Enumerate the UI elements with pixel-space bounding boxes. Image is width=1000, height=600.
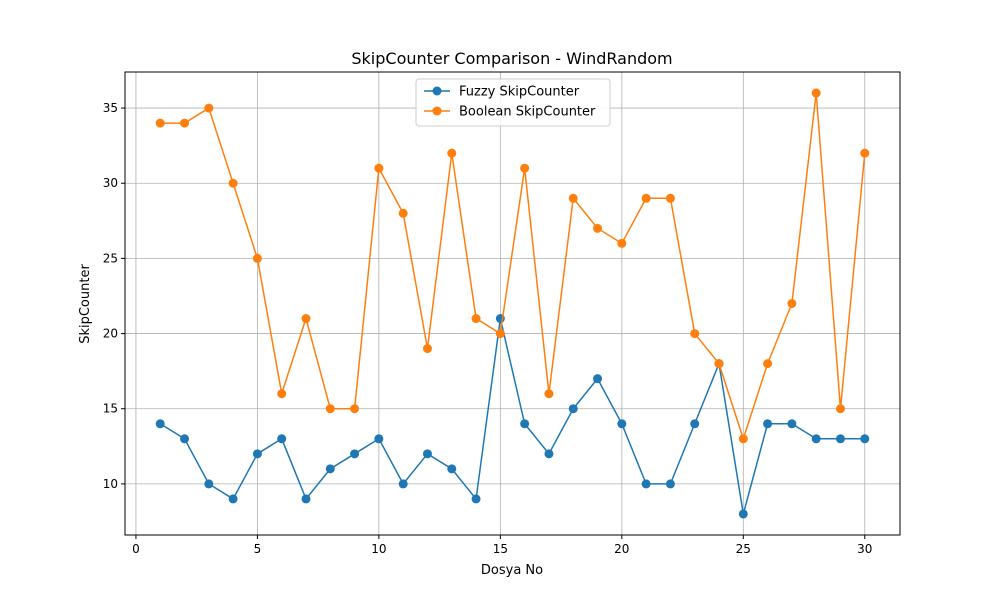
data-point [690, 419, 700, 429]
data-point [665, 479, 675, 489]
data-point [447, 464, 457, 474]
y-tick-label: 35 [103, 101, 118, 115]
x-axis-ticks: 0 5 10 15 20 25 30 [132, 535, 872, 556]
data-point [617, 419, 627, 429]
data-point [835, 404, 845, 414]
data-point [228, 178, 238, 188]
data-point [301, 314, 311, 324]
data-point [787, 419, 797, 429]
data-point [495, 329, 505, 339]
data-point [860, 434, 870, 444]
series-layer [155, 88, 870, 519]
data-point [714, 359, 724, 369]
y-tick-label: 15 [103, 402, 118, 416]
data-point [544, 389, 554, 399]
data-point [860, 148, 870, 158]
data-point [180, 434, 190, 444]
x-tick-label: 15 [493, 542, 508, 556]
legend-item: Boolean SkipCounter [424, 105, 596, 120]
data-point [641, 479, 651, 489]
data-point [593, 374, 603, 384]
data-point [763, 359, 773, 369]
y-tick-label: 30 [103, 176, 118, 190]
data-point [204, 103, 214, 113]
data-point [422, 449, 432, 459]
data-point [155, 118, 165, 128]
x-tick-label: 20 [614, 542, 629, 556]
legend-label: Boolean SkipCounter [459, 105, 596, 120]
legend-swatch-marker [432, 106, 442, 116]
series-1 [155, 314, 870, 519]
data-point [277, 434, 287, 444]
data-point [204, 479, 214, 489]
x-tick-label: 30 [857, 542, 872, 556]
data-point [568, 404, 578, 414]
data-point [520, 163, 530, 173]
legend-item: Fuzzy SkipCounter [424, 85, 580, 100]
data-point [520, 419, 530, 429]
x-tick-label: 5 [254, 542, 262, 556]
legend-box [415, 78, 611, 127]
data-point [835, 434, 845, 444]
data-point [471, 314, 481, 324]
x-axis-label: Dosya No [481, 563, 543, 578]
data-point [180, 118, 190, 128]
y-axis-ticks: 10 15 20 25 30 35 [103, 101, 125, 491]
data-point [301, 494, 311, 504]
data-point [398, 479, 408, 489]
y-tick-label: 10 [103, 477, 118, 491]
data-point [593, 223, 603, 233]
data-point [155, 419, 165, 429]
grid [125, 72, 900, 535]
y-tick-label: 20 [103, 327, 118, 341]
data-point [471, 494, 481, 504]
data-point [568, 193, 578, 203]
legend-label: Fuzzy SkipCounter [459, 85, 580, 100]
y-axis-label: SkipCounter [78, 264, 93, 344]
data-point [374, 434, 384, 444]
x-tick-label: 25 [736, 542, 751, 556]
data-point [374, 163, 384, 173]
data-point [811, 434, 821, 444]
data-point [544, 449, 554, 459]
legend-swatch-marker [432, 86, 442, 96]
data-point [617, 238, 627, 248]
data-point [252, 449, 262, 459]
data-point [325, 464, 335, 474]
data-point [350, 449, 360, 459]
data-point [252, 253, 262, 263]
data-point [811, 88, 821, 98]
x-tick-label: 10 [371, 542, 386, 556]
chart-title: SkipCounter Comparison - WindRandom [351, 49, 672, 68]
data-point [738, 434, 748, 444]
data-point [277, 389, 287, 399]
series-2 [155, 88, 870, 444]
data-point [398, 208, 408, 218]
data-point [447, 148, 457, 158]
plot-frame [124, 71, 901, 536]
data-point [641, 193, 651, 203]
series-line [159, 318, 865, 515]
data-point [738, 509, 748, 519]
data-point [690, 329, 700, 339]
data-point [350, 404, 360, 414]
data-point [665, 193, 675, 203]
data-point [787, 299, 797, 308]
legend: Fuzzy SkipCounter Boolean SkipCounter [415, 78, 611, 127]
data-point [325, 404, 335, 414]
x-tick-label: 0 [132, 542, 140, 556]
data-point [422, 344, 432, 354]
data-point [763, 419, 773, 429]
y-tick-label: 25 [103, 251, 118, 265]
data-point [228, 494, 238, 504]
series-line [160, 92, 866, 442]
